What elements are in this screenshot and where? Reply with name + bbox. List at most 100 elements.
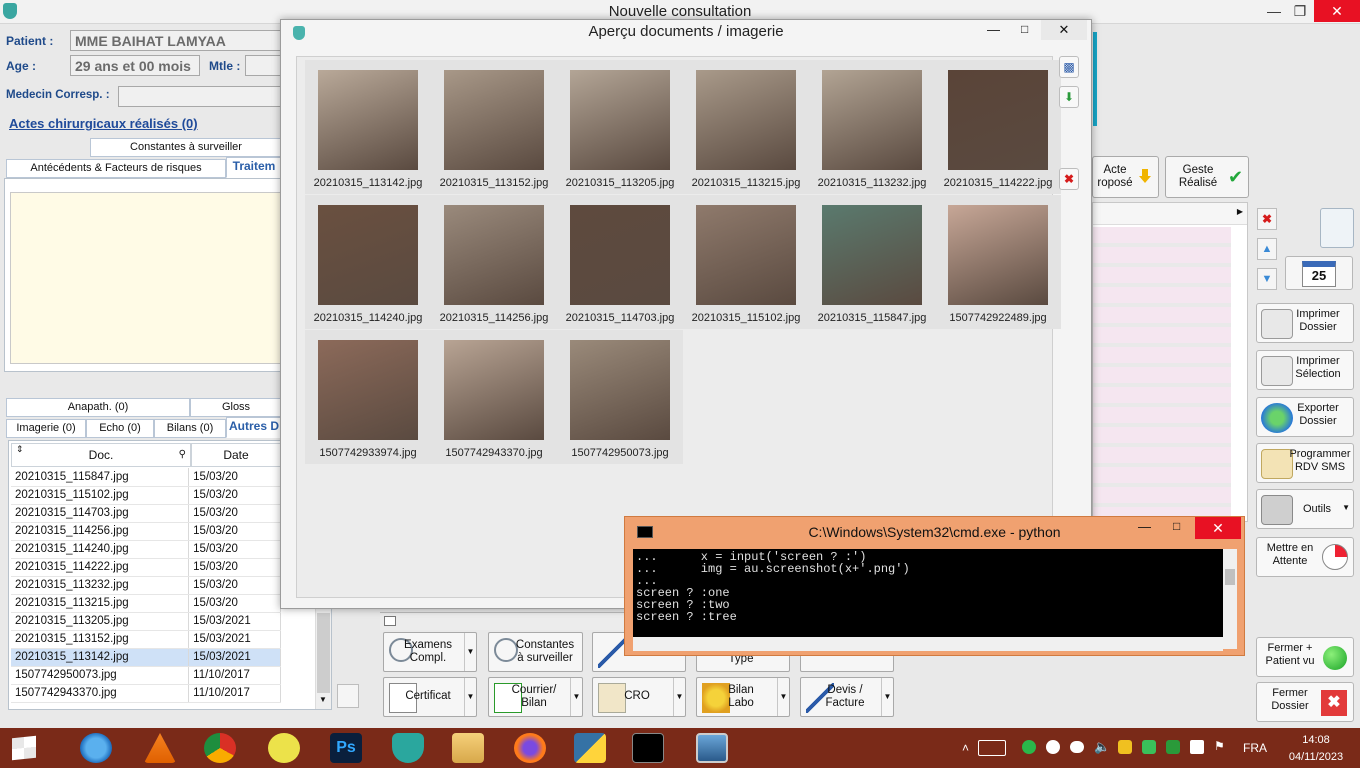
cro-button[interactable]: CRO ▼ xyxy=(592,677,686,717)
table-row[interactable]: 1507742943370.jpg 11/10/2017 xyxy=(11,684,281,703)
tab-traitement[interactable]: Traitem xyxy=(226,157,282,178)
calendar-button[interactable]: 25 xyxy=(1285,256,1353,290)
cmd-scrollbar[interactable] xyxy=(1223,549,1237,649)
examens-button[interactable]: Examens Compl. ▼ xyxy=(383,632,477,672)
table-row[interactable]: 20210315_114222.jpg 15/03/20 xyxy=(11,558,281,577)
photos-icon[interactable] xyxy=(696,733,728,763)
thumbnail[interactable]: 20210315_114240.jpg xyxy=(305,195,431,329)
courrier-button[interactable]: Courrier/ Bilan ▼ xyxy=(488,677,583,717)
thumbnail-image[interactable] xyxy=(696,70,796,170)
thumbnail[interactable]: 20210315_113205.jpg xyxy=(557,60,683,194)
imprimer-dossier-button[interactable]: Imprimer Dossier xyxy=(1256,303,1354,343)
cro-dropdown-icon[interactable]: ▼ xyxy=(673,678,685,716)
flag-icon[interactable]: ⚑ xyxy=(1214,739,1225,753)
table-row[interactable]: 20210315_115847.jpg 15/03/20 xyxy=(11,468,281,487)
clock-date[interactable]: 04/11/2023 xyxy=(1288,751,1344,763)
tab-antecedents[interactable]: Antécédents & Facteurs de risques xyxy=(6,159,226,178)
cmd-hscrollbar[interactable] xyxy=(633,637,1223,651)
tab-gloss[interactable]: Gloss xyxy=(190,398,282,417)
thumbnail-image[interactable] xyxy=(444,70,544,170)
devis-dropdown-icon[interactable]: ▼ xyxy=(881,678,893,716)
tray-chevron-icon[interactable]: ˄ xyxy=(962,741,970,755)
certificat-button[interactable]: Certificat ▼ xyxy=(383,677,477,717)
constantes-button[interactable]: Constantes à surveiller xyxy=(488,632,583,672)
table-row[interactable]: 20210315_113215.jpg 15/03/20 xyxy=(11,594,281,613)
firefox-icon[interactable] xyxy=(514,733,546,763)
onedrive-icon[interactable] xyxy=(1070,741,1084,753)
thumbnail[interactable]: 20210315_114703.jpg xyxy=(557,195,683,329)
thumbnail-image[interactable] xyxy=(444,340,544,440)
cmd-taskbar-icon[interactable] xyxy=(632,733,664,763)
python-icon[interactable] xyxy=(574,733,606,763)
network-icon[interactable] xyxy=(1190,740,1204,754)
table-settings-icon[interactable] xyxy=(337,684,359,708)
volume-icon[interactable]: 🔈 xyxy=(1094,739,1111,754)
thumbnail[interactable]: 1507742943370.jpg xyxy=(431,330,557,464)
courrier-dropdown-icon[interactable]: ▼ xyxy=(570,678,582,716)
move-down-icon[interactable]: ▼ xyxy=(1257,268,1277,290)
column-doc[interactable]: Doc. ⇕ ⚲ xyxy=(11,443,191,467)
acte-propose-button[interactable]: Acte roposé xyxy=(1092,156,1159,198)
table-scrollbar-thumb[interactable] xyxy=(317,613,330,693)
photoshop-icon[interactable]: Ps xyxy=(330,733,362,763)
imprimer-selection-button[interactable]: Imprimer Sélection xyxy=(1256,350,1354,390)
cmd-console[interactable]: ... x = input('screen ? :') ... img = au… xyxy=(633,549,1223,649)
age-field[interactable]: 29 ans et 00 mois xyxy=(70,55,200,76)
mettre-attente-button[interactable]: Mettre en Attente xyxy=(1256,537,1354,577)
minimize-icon[interactable]: — xyxy=(1267,3,1281,19)
thumbnail-image[interactable] xyxy=(822,70,922,170)
delete-icon[interactable]: ✖ xyxy=(1257,208,1277,230)
column-date[interactable]: Date xyxy=(191,443,281,467)
thumbnail[interactable]: 20210315_115102.jpg xyxy=(683,195,809,329)
thumbnail-image[interactable] xyxy=(696,205,796,305)
tab-bilans[interactable]: Bilans (0) xyxy=(154,419,226,438)
clock-time[interactable]: 14:08 xyxy=(1302,734,1330,746)
table-row[interactable]: 20210315_114256.jpg 15/03/20 xyxy=(11,522,281,541)
thumbnail[interactable]: 1507742950073.jpg xyxy=(557,330,683,464)
tray-app-icon-3[interactable] xyxy=(1142,740,1156,754)
bilan-labo-button[interactable]: Bilan Labo ▼ xyxy=(696,677,790,717)
medecin-field[interactable] xyxy=(118,86,282,107)
thumbnail-image[interactable] xyxy=(948,205,1048,305)
kaspersky-icon[interactable] xyxy=(1022,740,1036,754)
thumbnail-image[interactable] xyxy=(444,205,544,305)
dialog-close-icon[interactable]: ✕ xyxy=(1041,20,1087,40)
app-shield-taskbar-icon[interactable] xyxy=(392,733,424,763)
ie-icon[interactable] xyxy=(80,733,112,763)
tab-autres[interactable]: Autres D xyxy=(226,417,282,438)
thumbnail-image[interactable] xyxy=(570,70,670,170)
thumbnail-image[interactable] xyxy=(822,205,922,305)
tray-app-icon-4[interactable] xyxy=(1166,740,1180,754)
tab-anapath[interactable]: Anapath. (0) xyxy=(6,398,190,417)
table-row[interactable]: 20210315_113205.jpg 15/03/2021 xyxy=(11,612,281,631)
cmd-scrollbar-thumb[interactable] xyxy=(1225,569,1235,585)
peace-icon[interactable] xyxy=(268,733,300,763)
thumbnail-image[interactable] xyxy=(948,70,1048,170)
thumbnail-image[interactable] xyxy=(318,70,418,170)
table-row[interactable]: 20210315_114240.jpg 15/03/20 xyxy=(11,540,281,559)
chevron-right-icon[interactable]: ▶ xyxy=(1236,207,1243,216)
actes-link[interactable]: Actes chirurgicaux réalisés (0) xyxy=(9,116,198,131)
thumbnail[interactable]: 1507742933974.jpg xyxy=(305,330,431,464)
keyboard-icon[interactable] xyxy=(978,740,1006,756)
download-icon[interactable]: ⬇ xyxy=(1059,86,1079,108)
table-row[interactable]: 20210315_113232.jpg 15/03/20 xyxy=(11,576,281,595)
outils-button[interactable]: Outils ▼ xyxy=(1256,489,1354,529)
dialog-minimize-icon[interactable]: — xyxy=(987,22,1000,37)
small-checkbox[interactable] xyxy=(384,616,396,626)
thumbnail[interactable]: 20210315_114256.jpg xyxy=(431,195,557,329)
fermer-dossier-button[interactable]: Fermer Dossier ✖ xyxy=(1256,682,1354,722)
tray-app-icon-2[interactable] xyxy=(1118,740,1132,754)
fermer-patient-vu-button[interactable]: Fermer + Patient vu xyxy=(1256,637,1354,677)
thumbnail-image[interactable] xyxy=(570,205,670,305)
scroll-down-icon[interactable]: ▼ xyxy=(319,695,327,704)
folder-icon[interactable] xyxy=(452,733,484,763)
treatment-notes[interactable] xyxy=(10,192,282,364)
thumbnail[interactable]: 1507742922489.jpg xyxy=(935,195,1061,329)
exporter-dossier-button[interactable]: Exporter Dossier xyxy=(1256,397,1354,437)
patient-field[interactable]: MME BAIHAT LAMYAA xyxy=(70,30,282,51)
thumbnail[interactable]: 20210315_114222.jpg xyxy=(935,60,1061,194)
cmd-maximize-icon[interactable]: □ xyxy=(1173,519,1181,533)
move-up-icon[interactable]: ▲ xyxy=(1257,238,1277,260)
thumbnail-image[interactable] xyxy=(570,340,670,440)
